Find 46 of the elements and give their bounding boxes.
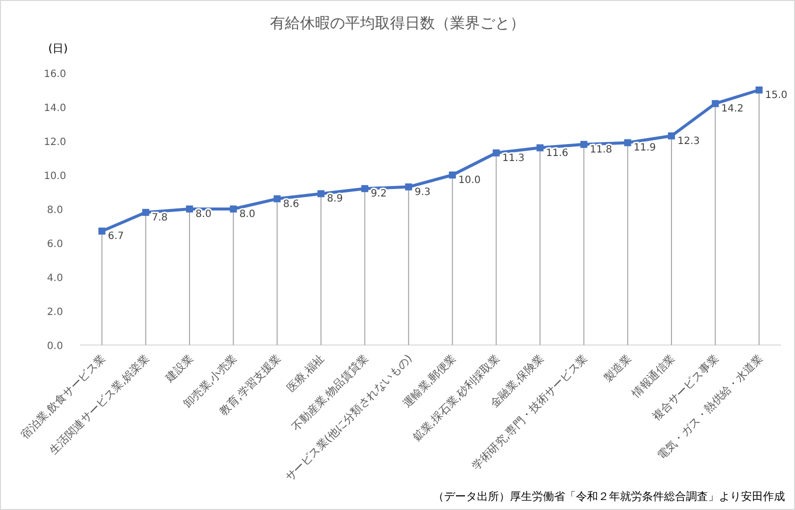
- point: [448, 172, 456, 178]
- point: [230, 206, 237, 212]
- y-tick-label: 4.0: [47, 273, 63, 284]
- data-label: 8.9: [326, 194, 343, 205]
- data-label: 14.2: [721, 104, 744, 115]
- data-label: 11.8: [590, 144, 612, 156]
- data-label: 6.7: [108, 231, 124, 242]
- text: （データ出所）厚生労働省「令和２年就労条件総合調査」より安田作成: [433, 490, 785, 503]
- point: [186, 206, 194, 212]
- point: [492, 149, 500, 156]
- data-label: 11.9: [634, 142, 656, 154]
- point: [405, 183, 412, 190]
- data-label: 12.3: [677, 136, 700, 147]
- y-axis-title: (日): [48, 42, 68, 55]
- y-tick-label: 10.0: [44, 171, 66, 182]
- data-label: 7.8: [152, 212, 168, 224]
- point: [536, 144, 544, 152]
- data-label: 10.0: [458, 175, 481, 186]
- point: [580, 140, 588, 148]
- data-label: 9.2: [370, 188, 387, 200]
- y-tick-label: 6.0: [47, 239, 63, 250]
- data-label: 11.3: [502, 152, 524, 164]
- data-label: 8.0: [196, 209, 212, 220]
- point: [712, 100, 719, 108]
- y-tick-label: 12.0: [44, 137, 66, 148]
- data-label: 11.6: [546, 148, 568, 159]
- y-tick-label: 14.0: [44, 103, 66, 114]
- chart-title: 有給休暇の平均取得日数（業界ごと）: [270, 14, 525, 32]
- point: [274, 195, 281, 202]
- x-tick-label: 製造業: [601, 352, 634, 384]
- y-tick-label: 2.0: [47, 307, 63, 318]
- data-label: 8.6: [283, 198, 300, 210]
- y-tick-label: 0.0: [47, 341, 63, 352]
- data-label: 15.0: [765, 90, 788, 101]
- y-tick-label: 16.0: [44, 69, 66, 80]
- y-tick-label: 8.0: [47, 205, 63, 216]
- point: [361, 185, 368, 192]
- x-tick-label: 建設業: [162, 352, 196, 386]
- data-label: 8.0: [239, 209, 256, 220]
- point: [624, 139, 632, 146]
- point: [317, 190, 324, 198]
- data-label: 9.3: [414, 186, 430, 198]
- point: [756, 86, 763, 94]
- point: [142, 208, 150, 216]
- point: [668, 132, 675, 140]
- point: [98, 228, 106, 235]
